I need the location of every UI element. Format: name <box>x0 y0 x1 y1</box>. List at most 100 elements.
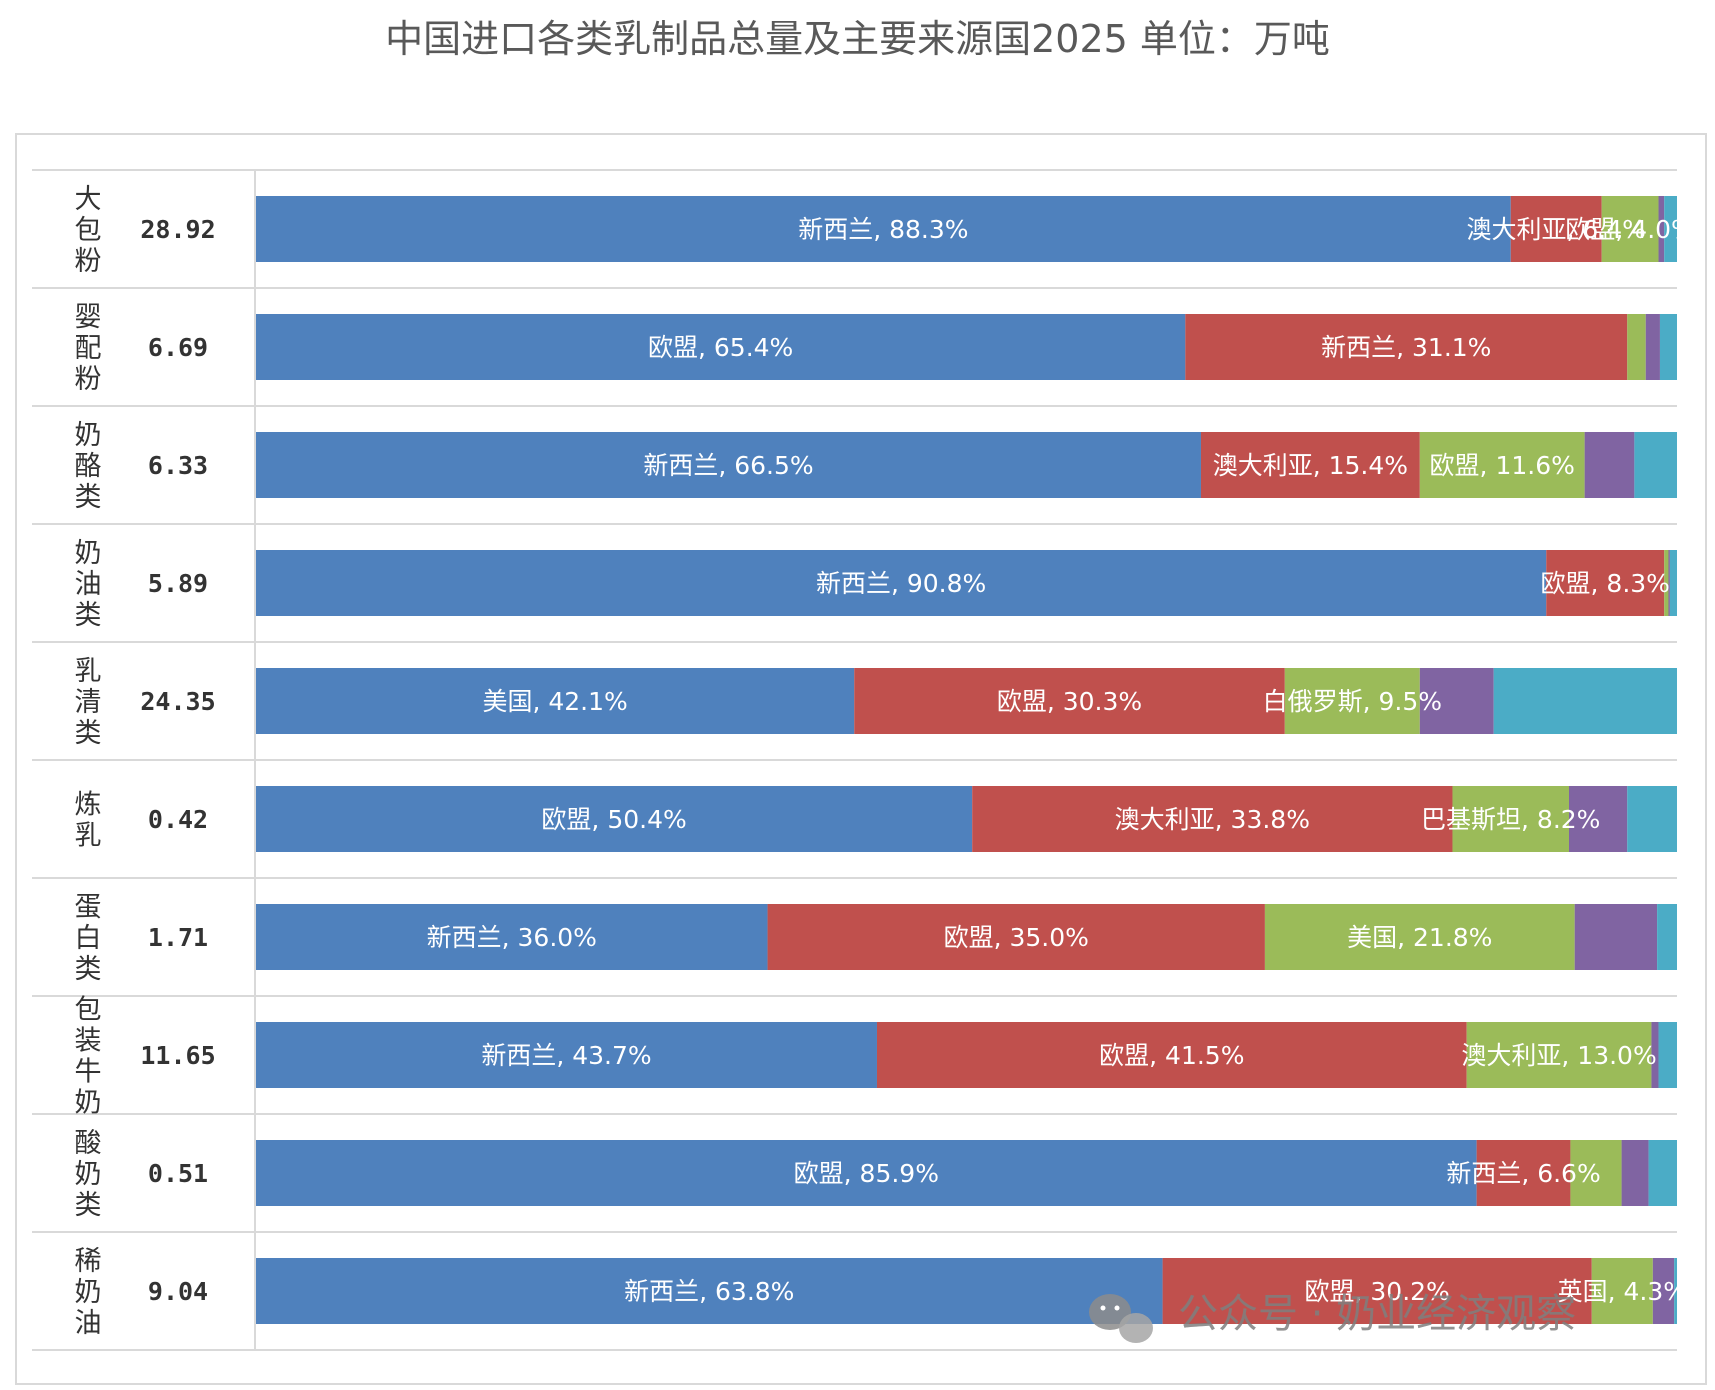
svg-text:稀奶油: 稀奶油 <box>75 1246 102 1339</box>
bar-segment <box>1645 314 1660 380</box>
category-label: 炼乳 <box>75 790 102 852</box>
bar-segment <box>256 432 1201 498</box>
category-label: 奶油类 <box>75 538 102 631</box>
data-label: 澳大利亚, 15.4% <box>1213 451 1408 480</box>
data-label: 欧盟, 4.0% <box>1565 215 1694 244</box>
category-label: 婴配粉 <box>75 302 102 395</box>
data-label: 新西兰, 43.7% <box>481 1041 651 1070</box>
chart-title: 中国进口各类乳制品总量及主要来源国2025 单位：万吨 <box>385 17 1330 61</box>
data-label: 新西兰, 88.3% <box>798 215 968 244</box>
data-label: 新西兰, 66.5% <box>643 451 813 480</box>
data-label: 澳大利亚, 6.4% <box>1467 215 1646 244</box>
data-label: 欧盟, 85.9% <box>794 1159 939 1188</box>
data-label: 欧盟, 30.2% <box>1305 1277 1450 1306</box>
total-value: 6.33 <box>148 451 208 480</box>
bar-segment <box>1658 1022 1677 1088</box>
bar-segment <box>1569 786 1628 852</box>
bar-segment <box>256 196 1511 262</box>
data-label: 澳大利亚, 33.8% <box>1115 805 1310 834</box>
bar-segment <box>256 668 855 734</box>
category-label: 奶酪类 <box>75 420 102 513</box>
svg-text:奶油类: 奶油类 <box>75 538 102 631</box>
data-label: 新西兰, 90.8% <box>816 569 986 598</box>
data-label: 欧盟, 35.0% <box>944 923 1089 952</box>
svg-text:包装牛奶: 包装牛奶 <box>75 995 102 1119</box>
total-value: 9.04 <box>148 1277 208 1306</box>
grid-lines <box>32 169 1677 1351</box>
category-label: 蛋白类 <box>75 892 102 985</box>
data-label: 欧盟, 41.5% <box>1099 1041 1244 1070</box>
data-label: 美国, 21.8% <box>1347 923 1492 952</box>
bar-segment <box>1668 550 1670 616</box>
svg-text:婴配粉: 婴配粉 <box>75 302 102 395</box>
data-label: 英国, 4.3% <box>1558 1277 1687 1306</box>
bar-segment <box>1659 314 1677 380</box>
bar-segment <box>256 1140 1477 1206</box>
bar-segment <box>1601 196 1659 262</box>
bar-segment <box>1162 1258 1592 1324</box>
data-label: 美国, 42.1% <box>482 687 627 716</box>
bar-segment <box>1466 1022 1652 1088</box>
bar-segment <box>1284 668 1420 734</box>
bar-segment <box>256 1258 1163 1324</box>
bar-segment <box>1658 196 1665 262</box>
bar-segment <box>1674 1258 1677 1324</box>
bar-segment <box>1584 432 1635 498</box>
bars <box>256 196 1677 1324</box>
data-label: 欧盟, 8.3% <box>1541 569 1670 598</box>
bar-segment <box>1570 1140 1622 1206</box>
svg-text:奶酪类: 奶酪类 <box>75 420 102 513</box>
bar-segment <box>1264 904 1575 970</box>
total-value: 11.65 <box>140 1041 215 1070</box>
bar-segment <box>1493 668 1677 734</box>
bar-segment <box>854 668 1285 734</box>
watermark: 公众号 · 奶业经济观察 <box>1089 1291 1576 1343</box>
total-value: 1.71 <box>148 923 208 952</box>
bar-segment <box>1634 432 1677 498</box>
data-label: 澳大利亚, 13.0% <box>1461 1041 1656 1070</box>
category-label: 乳清类 <box>75 656 102 749</box>
bar-segment <box>1185 314 1628 380</box>
bar-segment <box>256 786 973 852</box>
total-value: 0.51 <box>148 1159 208 1188</box>
bar-segment <box>1476 1140 1571 1206</box>
data-label: 白俄罗斯, 9.5% <box>1263 687 1442 716</box>
bar-segment <box>1657 904 1677 970</box>
data-label: 新西兰, 6.6% <box>1446 1159 1600 1188</box>
bar-segment <box>767 904 1265 970</box>
svg-text:蛋白类: 蛋白类 <box>75 892 102 985</box>
total-value: 5.89 <box>148 569 208 598</box>
svg-text:大包粉: 大包粉 <box>75 184 102 277</box>
total-value: 0.42 <box>148 805 208 834</box>
data-label: 新西兰, 63.8% <box>624 1277 794 1306</box>
bar-segment <box>1510 196 1602 262</box>
wechat-icon <box>1089 1294 1153 1343</box>
bar-segment <box>1419 432 1585 498</box>
bar-segment <box>1452 786 1570 852</box>
bar-labels: 新西兰, 88.3% 澳大利亚, 6.4%欧盟, 4.0% 欧盟, 65.4% 新西兰… <box>427 215 1695 1306</box>
bar-segment <box>1651 1022 1659 1088</box>
bar-segment <box>1591 1258 1653 1324</box>
bar-segment <box>1621 1140 1649 1206</box>
bar-segment <box>256 550 1547 616</box>
bar-segment <box>1664 550 1669 616</box>
watermark-text: 公众号 · 奶业经济观察 <box>1178 1291 1576 1337</box>
data-label: 新西兰, 31.1% <box>1321 333 1491 362</box>
bar-segment <box>1546 550 1665 616</box>
svg-text:酸奶类: 酸奶类 <box>75 1128 102 1221</box>
data-label: 新西兰, 36.0% <box>427 923 597 952</box>
total-value: 24.35 <box>140 687 215 716</box>
data-label: 巴基斯坦, 8.2% <box>1421 805 1600 834</box>
data-label: 欧盟, 65.4% <box>648 333 793 362</box>
data-label: 欧盟, 11.6% <box>1430 451 1575 480</box>
bar-segment <box>1652 1258 1675 1324</box>
bar-segment <box>1200 432 1420 498</box>
bar-segment <box>1419 668 1494 734</box>
bar-segment <box>1664 196 1677 262</box>
bar-segment <box>256 1022 877 1088</box>
category-label: 酸奶类 <box>75 1128 102 1221</box>
bar-segment <box>1627 314 1646 380</box>
data-label: 欧盟, 30.3% <box>997 687 1142 716</box>
